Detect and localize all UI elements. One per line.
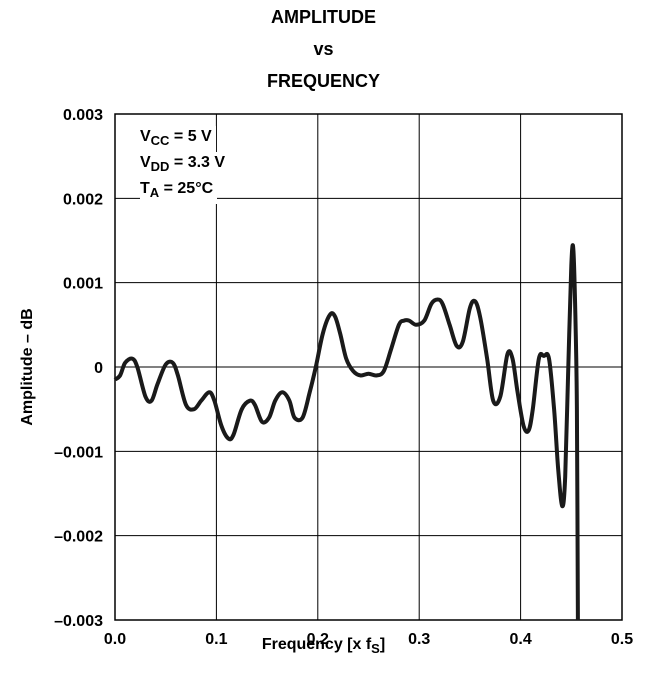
x-tick-label: 0.4 — [509, 631, 531, 648]
annotation-vdd-subscript: DD — [150, 159, 170, 174]
annotation-vcc-value: = 5 V — [169, 128, 212, 145]
annotation-vcc-subscript: CC — [150, 133, 170, 148]
y-tick-label: 0.003 — [63, 107, 103, 124]
annotation-vdd: VDD = 3.3 V — [140, 152, 230, 178]
x-tick-label: 0.0 — [104, 631, 126, 648]
series-line — [113, 243, 580, 621]
x-tick-label: 0.1 — [205, 631, 227, 648]
annotation-ta: TA = 25°C — [140, 178, 218, 204]
x-axis-title-main: Frequency [x f — [261, 636, 372, 653]
chart-title-line-3: FREQUENCY — [266, 71, 380, 91]
plot-frame — [114, 113, 623, 621]
x-axis-title: Frequency [x fS] — [0, 636, 647, 656]
y-tick-label: 0.001 — [63, 276, 103, 293]
x-axis-title-end: ] — [379, 636, 386, 653]
x-tick-label: 0.2 — [307, 631, 329, 648]
y-tick-label: 0.002 — [63, 191, 103, 208]
chart-title-line-2: vs — [313, 39, 334, 59]
x-axis-title-sub: S — [371, 641, 380, 656]
y-tick-label: –0.001 — [54, 444, 103, 461]
y-tick-label: –0.002 — [54, 529, 103, 546]
annotation-vcc-symbol: V — [140, 128, 151, 145]
y-tick-label: –0.003 — [54, 613, 103, 630]
annotation-ta-symbol: T — [140, 180, 150, 197]
chart-title-line-1: AMPLITUDE — [271, 7, 376, 27]
x-tick-label: 0.3 — [408, 631, 430, 648]
annotation-vdd-value: = 3.3 V — [169, 154, 226, 171]
x-tick-label: 0.5 — [611, 631, 633, 648]
annotation-vcc: VCC = 5 V — [140, 126, 216, 152]
annotation-ta-value: = 25°C — [159, 180, 214, 197]
annotation-vdd-symbol: V — [140, 154, 151, 171]
y-axis-title: Amplitude – dB — [19, 308, 36, 426]
annotation-ta-subscript: A — [149, 185, 160, 200]
y-tick-label: 0 — [94, 360, 103, 377]
